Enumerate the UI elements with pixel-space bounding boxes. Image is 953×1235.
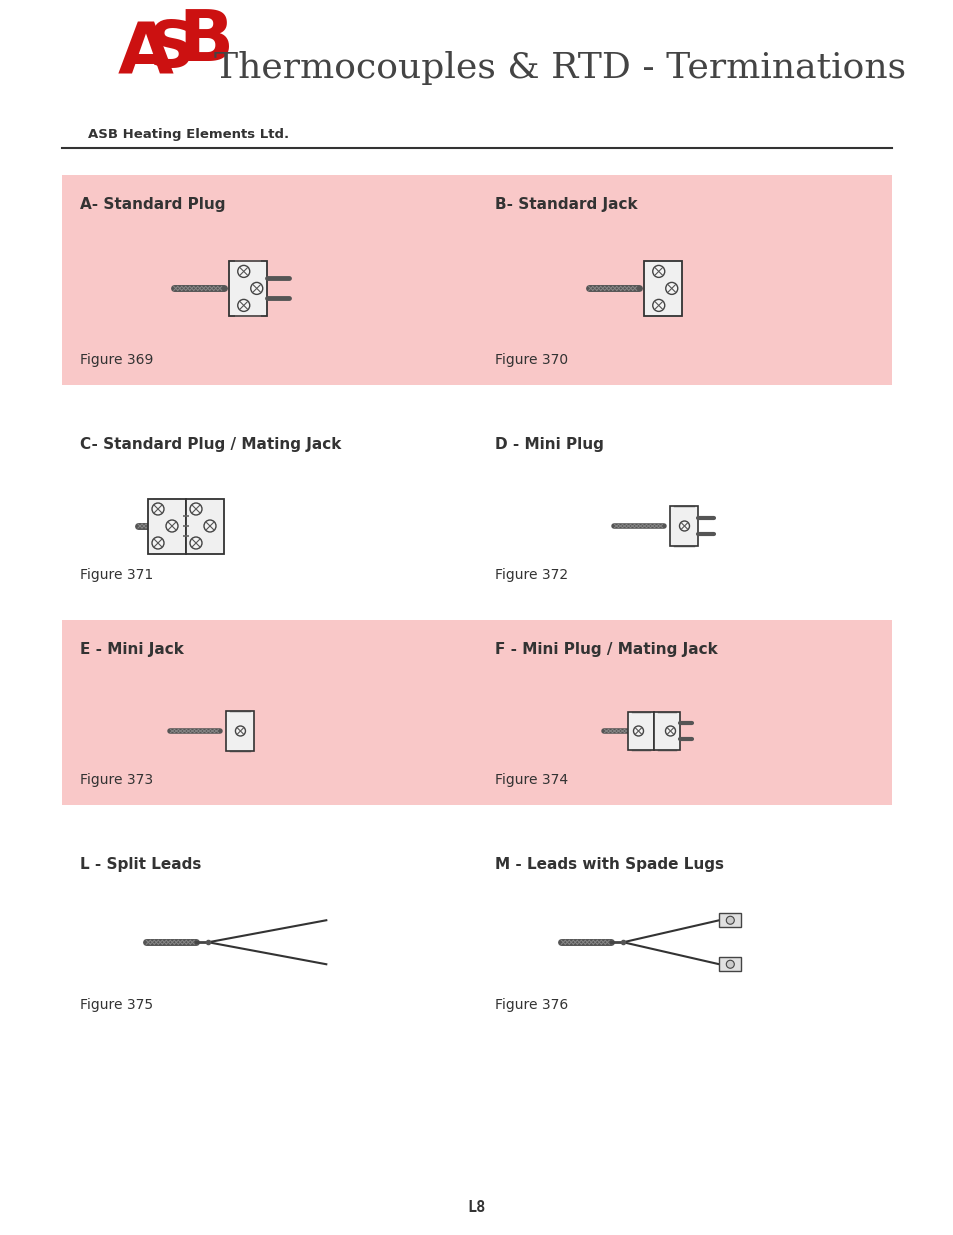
Text: A- Standard Plug: A- Standard Plug xyxy=(80,198,225,212)
Text: Figure 374: Figure 374 xyxy=(495,773,568,787)
Bar xyxy=(148,499,186,553)
Text: M - Leads with Spade Lugs: M - Leads with Spade Lugs xyxy=(495,857,723,872)
Text: Figure 376: Figure 376 xyxy=(495,998,568,1011)
Text: Thermocouples & RTD - Terminations: Thermocouples & RTD - Terminations xyxy=(213,51,905,85)
Circle shape xyxy=(190,503,202,515)
Text: E - Mini Jack: E - Mini Jack xyxy=(80,642,184,657)
Bar xyxy=(628,713,654,750)
Circle shape xyxy=(190,537,202,550)
Text: Figure 373: Figure 373 xyxy=(80,773,153,787)
Circle shape xyxy=(652,266,664,278)
Circle shape xyxy=(725,916,734,924)
Text: L - Split Leads: L - Split Leads xyxy=(80,857,201,872)
Text: S: S xyxy=(148,19,193,80)
Bar xyxy=(719,913,740,927)
Bar xyxy=(229,261,267,316)
Bar xyxy=(186,499,224,553)
Bar xyxy=(643,261,681,316)
Text: L8: L8 xyxy=(467,1200,486,1215)
Circle shape xyxy=(152,503,164,515)
Bar xyxy=(234,315,260,321)
Bar xyxy=(234,256,260,262)
Circle shape xyxy=(204,520,215,532)
Bar xyxy=(226,711,254,751)
Bar xyxy=(62,175,891,385)
Text: A: A xyxy=(118,19,173,88)
Circle shape xyxy=(679,521,689,531)
Text: Figure 372: Figure 372 xyxy=(495,568,568,582)
Text: D - Mini Plug: D - Mini Plug xyxy=(495,437,603,452)
Circle shape xyxy=(235,726,245,736)
Circle shape xyxy=(652,299,664,311)
Text: C- Standard Plug / Mating Jack: C- Standard Plug / Mating Jack xyxy=(80,437,341,452)
Bar xyxy=(88,28,218,116)
Circle shape xyxy=(166,520,178,532)
Text: B: B xyxy=(178,7,233,77)
Circle shape xyxy=(665,726,675,736)
Bar xyxy=(719,957,740,971)
Circle shape xyxy=(237,266,250,278)
Circle shape xyxy=(725,961,734,968)
Text: Figure 369: Figure 369 xyxy=(80,353,153,367)
Circle shape xyxy=(152,537,164,550)
Text: Figure 370: Figure 370 xyxy=(495,353,568,367)
Bar xyxy=(654,713,679,750)
Text: Figure 375: Figure 375 xyxy=(80,998,153,1011)
Bar xyxy=(670,506,698,546)
Circle shape xyxy=(665,283,677,294)
Circle shape xyxy=(633,726,643,736)
Text: Figure 371: Figure 371 xyxy=(80,568,153,582)
Text: F - Mini Plug / Mating Jack: F - Mini Plug / Mating Jack xyxy=(495,642,717,657)
Circle shape xyxy=(237,299,250,311)
Text: ASB Heating Elements Ltd.: ASB Heating Elements Ltd. xyxy=(88,128,289,141)
Bar xyxy=(62,620,891,805)
Circle shape xyxy=(251,283,262,294)
Text: B- Standard Jack: B- Standard Jack xyxy=(495,198,637,212)
